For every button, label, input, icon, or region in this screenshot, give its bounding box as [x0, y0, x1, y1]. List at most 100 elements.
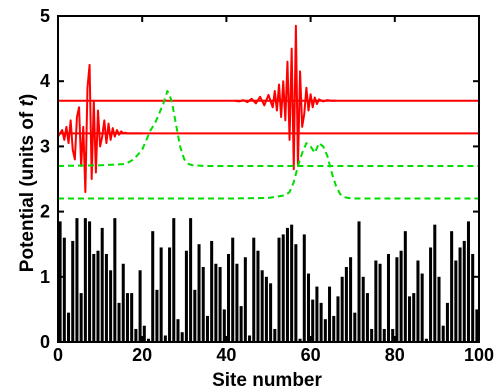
- bar: [416, 260, 420, 342]
- y-tick-label: 5: [40, 6, 50, 26]
- bar: [125, 293, 129, 342]
- bar: [130, 293, 134, 342]
- bar: [344, 267, 348, 342]
- bar: [58, 221, 62, 342]
- bar: [365, 293, 369, 342]
- bar: [197, 244, 201, 342]
- bar: [104, 253, 108, 342]
- bar: [151, 231, 155, 342]
- lines-layer: [57, 24, 479, 200]
- x-tick-label: 80: [385, 345, 405, 365]
- bar: [323, 319, 327, 342]
- bar: [176, 319, 180, 342]
- bar: [92, 253, 96, 342]
- bar: [88, 221, 92, 342]
- bar: [100, 227, 104, 342]
- bars-layer: [58, 218, 479, 342]
- bar: [386, 253, 390, 342]
- bar: [214, 263, 218, 342]
- bar: [134, 328, 138, 342]
- bar: [462, 240, 466, 342]
- bar: [155, 289, 159, 342]
- bar: [281, 234, 285, 342]
- bar: [349, 257, 353, 342]
- bar: [83, 218, 87, 342]
- bar: [471, 253, 475, 342]
- bar: [454, 260, 458, 342]
- bar: [159, 247, 163, 342]
- bar: [315, 286, 319, 342]
- bar: [370, 328, 374, 342]
- x-tick-label: 20: [132, 345, 152, 365]
- bar: [357, 221, 361, 342]
- bar: [168, 247, 172, 342]
- y-tick-label: 0: [40, 332, 50, 352]
- bar: [378, 263, 382, 342]
- bar: [79, 293, 83, 342]
- bar: [306, 273, 311, 342]
- bar: [205, 315, 209, 342]
- bar: [117, 302, 121, 342]
- bar: [260, 270, 264, 342]
- bar: [302, 234, 306, 342]
- bar: [243, 257, 247, 342]
- bar: [193, 289, 197, 342]
- x-tick-label: 40: [216, 345, 236, 365]
- bar: [420, 273, 424, 342]
- bar: [437, 276, 441, 342]
- bar: [235, 263, 239, 342]
- bar: [395, 257, 399, 342]
- bar: [96, 250, 100, 342]
- bar: [189, 218, 193, 342]
- bar: [450, 231, 454, 342]
- bar: [285, 227, 289, 342]
- bar: [121, 263, 125, 342]
- bar: [319, 302, 323, 342]
- bar: [222, 309, 226, 342]
- bar: [475, 309, 479, 342]
- ticks-layer: 0 20 40 60 80 100 0 1 2 3 4 5: [40, 6, 494, 365]
- bar: [353, 312, 357, 342]
- density-curve: [58, 142, 479, 200]
- bar: [172, 218, 176, 342]
- bar: [231, 237, 235, 342]
- bar: [298, 338, 302, 342]
- density-curve: [57, 89, 479, 167]
- bar: [248, 335, 252, 342]
- bar: [374, 260, 378, 342]
- bar: [424, 338, 428, 342]
- bar: [138, 270, 142, 342]
- bar: [201, 267, 205, 342]
- bar: [218, 267, 222, 342]
- bar: [311, 299, 315, 342]
- bar: [412, 293, 416, 342]
- bar: [184, 250, 188, 342]
- bar: [399, 250, 403, 342]
- bar: [113, 218, 117, 342]
- bar: [239, 306, 243, 342]
- bar: [147, 338, 151, 342]
- bar: [252, 237, 256, 342]
- x-tick-label: 100: [464, 345, 494, 365]
- bar: [210, 240, 214, 342]
- y-tick-label: 3: [40, 136, 50, 156]
- x-tick-label: 60: [301, 345, 321, 365]
- bar: [273, 328, 277, 342]
- bar: [163, 335, 167, 342]
- bar: [277, 237, 281, 342]
- bar: [71, 240, 75, 342]
- bar: [294, 244, 298, 342]
- bar: [269, 283, 273, 342]
- bar: [180, 332, 184, 342]
- bar: [408, 296, 412, 342]
- plot-frame: [57, 15, 480, 343]
- bar: [458, 247, 462, 342]
- bar: [109, 270, 113, 342]
- bar: [264, 276, 268, 342]
- y-axis-label: Potential (units of t): [17, 94, 38, 272]
- y-axis-label-suffix: ): [17, 94, 38, 100]
- bar: [290, 224, 294, 342]
- bar: [382, 328, 386, 342]
- bar: [391, 328, 395, 342]
